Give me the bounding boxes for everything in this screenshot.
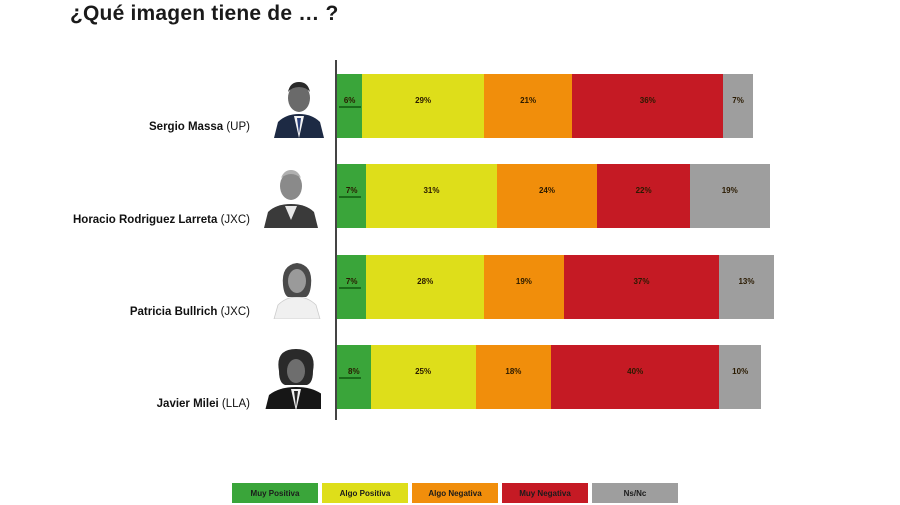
- candidate-name: Sergio Massa: [149, 121, 224, 133]
- portrait-sergio-massa: [270, 74, 328, 138]
- candidate-name: Patricia Bullrich: [129, 306, 218, 318]
- label-underline: [339, 377, 361, 379]
- data-label: 21%: [520, 96, 537, 105]
- bar-segment: 7%: [337, 164, 367, 228]
- chart-title: ¿Qué imagen tiene de … ?: [70, 2, 339, 25]
- candidate-party: (JXC): [217, 214, 250, 226]
- bar-segment: 28%: [366, 255, 484, 319]
- data-label: 7%: [345, 277, 358, 286]
- data-label: 6%: [343, 96, 356, 105]
- portrait-patricia-bullrich: [268, 255, 326, 319]
- data-label: 10%: [732, 367, 749, 376]
- legend-item: Muy Positiva: [232, 483, 318, 503]
- category-label: Javier Milei (LLA): [157, 398, 250, 410]
- data-label: 19%: [515, 277, 532, 286]
- data-label: 40%: [627, 367, 644, 376]
- bar-segment: 31%: [366, 164, 497, 228]
- candidate-name: Horacio Rodriguez Larreta: [72, 214, 218, 226]
- data-label: 29%: [415, 96, 432, 105]
- candidate-name: Javier Milei: [156, 398, 219, 410]
- portrait-horacio-rodriguez-larreta: [262, 164, 320, 228]
- bar-segment: 25%: [370, 345, 476, 409]
- legend-item: Muy Negativa: [502, 483, 588, 503]
- label-underline: [339, 196, 361, 198]
- bar-segment: 21%: [484, 74, 573, 138]
- category-label: Sergio Massa (UP): [149, 121, 250, 133]
- portrait-javier-milei: [263, 345, 321, 409]
- data-label: 13%: [738, 277, 755, 286]
- label-underline: [339, 287, 361, 289]
- candidate-party: (JXC): [217, 306, 250, 318]
- data-label: 18%: [505, 367, 522, 376]
- data-label: 37%: [633, 277, 650, 286]
- bar-segment: 6%: [337, 74, 363, 138]
- legend-item: Algo Positiva: [322, 483, 408, 503]
- bar-segment: 13%: [719, 255, 774, 319]
- bar-segment: 19%: [689, 164, 770, 228]
- data-label: 24%: [538, 186, 555, 195]
- bar-segment: 24%: [496, 164, 598, 228]
- legend-label: Muy Positiva: [250, 488, 300, 498]
- data-label: 7%: [345, 186, 358, 195]
- data-label: 19%: [721, 186, 738, 195]
- bar-segment: 10%: [719, 345, 762, 409]
- bar-segment: 22%: [597, 164, 690, 228]
- data-label: 8%: [348, 367, 360, 376]
- bar-segment: 8%: [337, 345, 371, 409]
- bar-segment: 18%: [475, 345, 552, 409]
- legend-label: Algo Negativa: [428, 488, 482, 498]
- legend-label: Ns/Nc: [623, 488, 647, 498]
- bar-segment: 19%: [484, 255, 564, 319]
- bar-segment: 40%: [551, 345, 720, 409]
- bar-segment: 37%: [563, 255, 720, 319]
- legend-item: Algo Negativa: [412, 483, 498, 503]
- legend-item: Ns/Nc: [592, 483, 678, 503]
- data-label: 28%: [417, 277, 434, 286]
- label-underline: [339, 106, 361, 108]
- legend-label: Muy Negativa: [519, 488, 571, 498]
- category-axis-line: [335, 60, 337, 420]
- category-label: Patricia Bullrich (JXC): [130, 306, 250, 318]
- bar-segment: 7%: [723, 74, 753, 138]
- data-label: 25%: [415, 367, 432, 376]
- legend-label: Algo Positiva: [339, 488, 391, 498]
- bar-segment: 36%: [572, 74, 724, 138]
- data-label: 36%: [639, 96, 656, 105]
- candidate-party: (LLA): [218, 398, 250, 410]
- data-label: 7%: [732, 96, 744, 105]
- bar-segment: 29%: [362, 74, 484, 138]
- data-label: 31%: [423, 186, 440, 195]
- candidate-party: (UP): [223, 121, 250, 133]
- data-label: 22%: [635, 186, 652, 195]
- bar-segment: 7%: [337, 255, 367, 319]
- category-label: Horacio Rodriguez Larreta (JXC): [73, 214, 250, 226]
